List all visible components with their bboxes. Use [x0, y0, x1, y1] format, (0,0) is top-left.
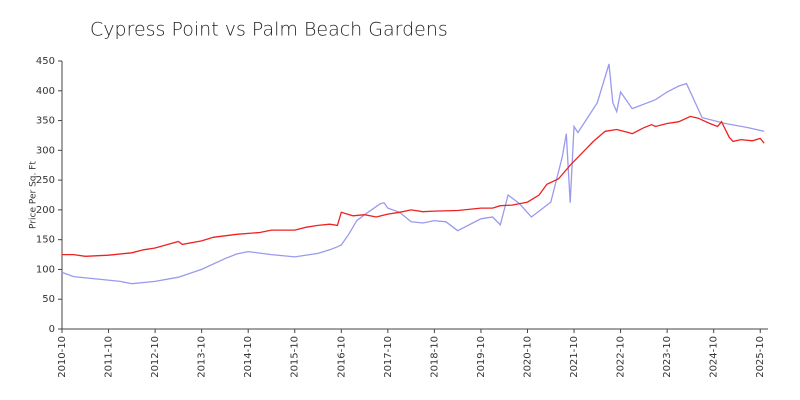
x-tick-label: 2012-10	[150, 336, 161, 378]
chart-title: Cypress Point vs Palm Beach Gardens	[90, 19, 448, 41]
y-tick-label: 400	[36, 86, 55, 97]
x-tick-label: 2015-10	[290, 336, 301, 378]
series-line	[62, 115, 765, 257]
x-tick-label: 2017-10	[383, 336, 394, 378]
x-tick-label: 2014-10	[243, 336, 254, 378]
y-tick-label: 50	[42, 294, 55, 305]
x-tick-label: 2011-10	[104, 336, 115, 378]
y-tick-label: 250	[36, 175, 55, 186]
y-tick-label: 450	[36, 56, 55, 67]
x-tick-label: 2025-10	[755, 336, 766, 378]
x-tick-label: 2021-10	[569, 336, 580, 378]
series-line	[61, 63, 765, 285]
x-tick-label: 2024-10	[709, 336, 720, 378]
y-tick-label: 300	[36, 145, 55, 156]
x-tick-label: 2010-10	[57, 336, 68, 378]
y-axis-label: Price Per Sq. Ft	[29, 161, 39, 229]
y-tick-label: 100	[36, 264, 55, 275]
x-tick-label: 2018-10	[429, 336, 440, 378]
y-tick-label: 200	[36, 205, 55, 216]
y-tick-label: 350	[36, 116, 55, 127]
y-tick-label: 150	[36, 235, 55, 246]
x-tick-label: 2013-10	[197, 336, 208, 378]
x-tick-label: 2022-10	[616, 336, 627, 378]
x-tick-label: 2019-10	[476, 336, 487, 378]
x-tick-label: 2016-10	[336, 336, 347, 378]
x-tick-label: 2023-10	[662, 336, 673, 378]
y-tick-label: 0	[49, 324, 55, 335]
x-tick-label: 2020-10	[522, 336, 533, 378]
